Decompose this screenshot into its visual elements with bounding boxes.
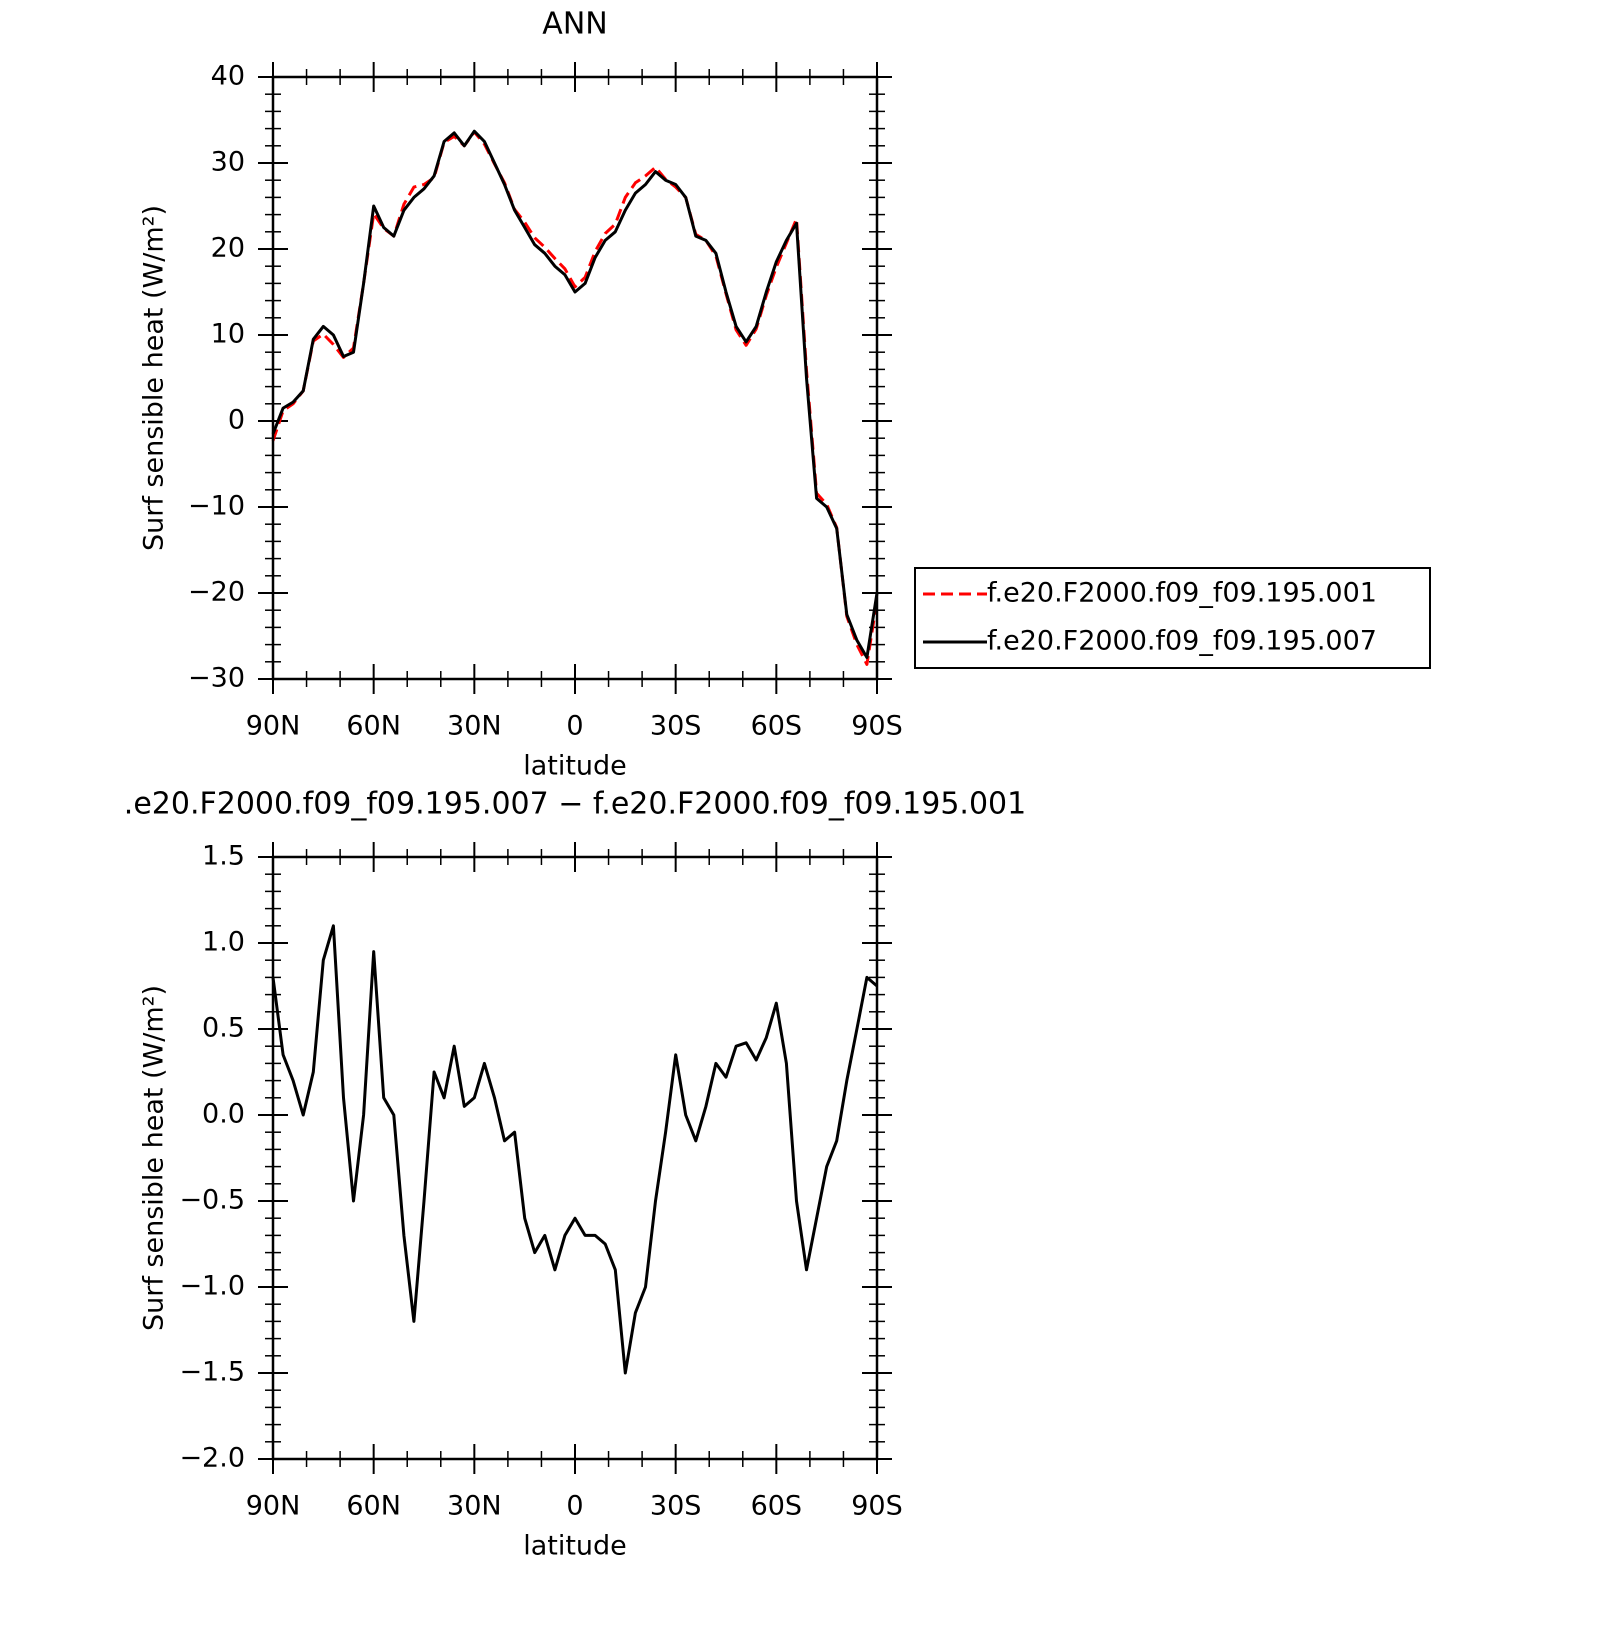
data-line	[271, 129, 879, 659]
y-tick-label: 40	[211, 61, 245, 92]
x-tick-label: 30S	[650, 711, 702, 742]
x-tick-label: 30N	[447, 711, 502, 742]
y-axis-label: Surf sensible heat (W/m²)	[139, 205, 170, 551]
legend-label: f.e20.F2000.f09_f09.195.007	[987, 626, 1377, 657]
y-tick-label: −2.0	[179, 1443, 245, 1474]
y-tick-label: 20	[211, 233, 245, 264]
y-tick-label: 10	[211, 319, 245, 350]
x-tick-label: 30S	[650, 1491, 702, 1522]
legend-label: f.e20.F2000.f09_f09.195.001	[987, 578, 1377, 609]
y-tick-label: 0.0	[202, 1099, 245, 1130]
data-line	[271, 924, 878, 1375]
y-tick-label: −1.0	[179, 1271, 245, 1302]
legend-box	[914, 567, 1431, 669]
x-tick-label: 60N	[346, 711, 401, 742]
x-axis-label: latitude	[523, 1531, 627, 1562]
y-tick-label: 0.5	[202, 1013, 245, 1044]
x-tick-label: 60S	[751, 1491, 803, 1522]
y-tick-label: −30	[188, 663, 245, 694]
y-tick-label: 30	[211, 147, 245, 178]
x-axis-label: latitude	[523, 751, 627, 782]
plot-frame	[271, 855, 879, 1461]
y-tick-label: −20	[188, 577, 245, 608]
x-tick-label: 60N	[346, 1491, 401, 1522]
y-axis-label: Surf sensible heat (W/m²)	[139, 985, 170, 1331]
x-tick-label: 60S	[751, 711, 803, 742]
x-tick-label: 0	[566, 1491, 583, 1522]
y-tick-label: −1.5	[179, 1357, 245, 1388]
x-tick-label: 30N	[447, 1491, 502, 1522]
y-tick-label: −10	[188, 491, 245, 522]
x-tick-label: 0	[566, 711, 583, 742]
y-tick-label: 0	[228, 405, 245, 436]
data-line	[271, 130, 879, 666]
plot-frame	[271, 75, 879, 681]
x-tick-label: 90N	[246, 711, 301, 742]
x-tick-label: 90S	[851, 711, 903, 742]
x-tick-label: 90N	[246, 1491, 301, 1522]
y-tick-label: 1.0	[202, 927, 245, 958]
y-tick-label: 1.5	[202, 841, 245, 872]
y-tick-label: −0.5	[179, 1185, 245, 1216]
x-tick-label: 90S	[851, 1491, 903, 1522]
chart-title: .e20.F2000.f09_f09.195.007 − f.e20.F2000…	[124, 787, 1026, 822]
chart-title: ANN	[542, 7, 607, 42]
